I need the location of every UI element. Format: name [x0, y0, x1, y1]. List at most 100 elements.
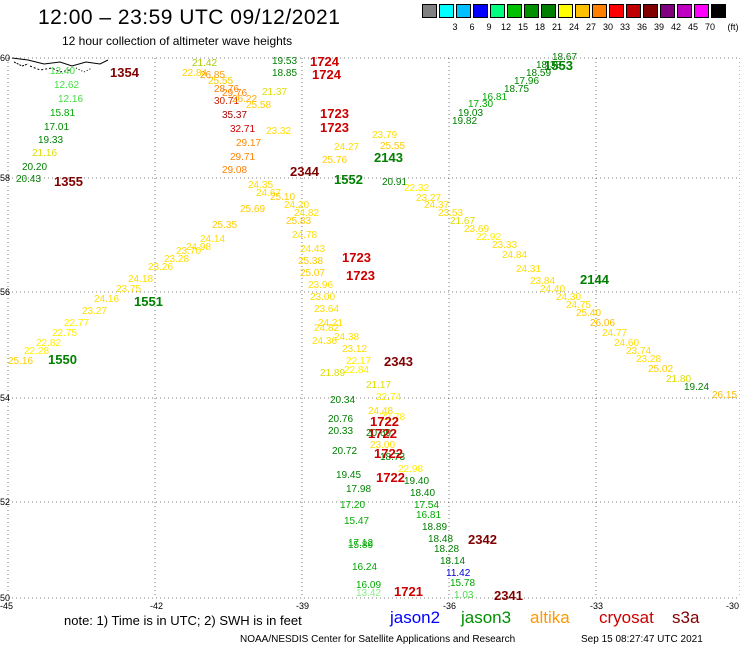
wave-height-value: 24.37	[424, 200, 449, 211]
wave-height-value: 23.84	[530, 276, 555, 287]
pass-time-label: 2144	[580, 272, 610, 287]
wave-height-value: 23.96	[308, 280, 333, 291]
wave-height-value: 25.10	[270, 192, 295, 203]
wave-height-value: 20.72	[332, 446, 357, 457]
wave-height-value: 24.30	[556, 292, 581, 303]
wave-height-value: 23.64	[314, 304, 339, 315]
colorbar-tick-label: 30	[602, 22, 613, 32]
wave-height-value: 22.32	[404, 183, 429, 194]
latitude-tick-label: 50	[0, 593, 10, 603]
wave-height-value: 29.08	[222, 165, 247, 176]
wave-height-value: 32.71	[230, 124, 255, 135]
axis-tick-labels: -45 -42 -39 -36 -33 -30 60 58 56 54 52 50	[0, 53, 739, 611]
colorbar-tick-label: 70	[704, 22, 715, 32]
coastline	[11, 57, 109, 73]
wave-height-value: 25.02	[648, 364, 673, 375]
wave-height-value: 21.80	[666, 374, 691, 385]
wave-height-value: 29.17	[236, 138, 261, 149]
wave-height-value: 21.37	[262, 87, 287, 98]
colorbar-swatch	[626, 4, 641, 18]
wave-height-value: 21.42	[192, 58, 217, 69]
colorbar-swatch	[711, 4, 726, 18]
wave-height-value: 24.20	[284, 200, 309, 211]
colorbar-swatch	[558, 4, 573, 18]
wave-height-value: 24.98	[186, 242, 211, 253]
map-subtitle: 12 hour collection of altimeter wave hei…	[62, 34, 293, 48]
wave-height-value: 24.35	[248, 180, 273, 191]
colorbar-swatch	[456, 4, 471, 18]
longitude-tick-label: -39	[296, 601, 309, 611]
pass-time-label: 1723	[320, 120, 349, 135]
pass-time-label: 1724	[312, 67, 342, 82]
satellite-legend-altika: altika	[530, 608, 570, 627]
wave-height-value: 20.76	[328, 414, 353, 425]
colorbar-tick-label: 18	[534, 22, 545, 32]
wave-height-value: 22.74	[376, 392, 401, 403]
colorbar-swatch	[473, 4, 488, 18]
wave-height-value: 20.34	[330, 395, 355, 406]
colorbar-tick-label: 39	[653, 22, 664, 32]
colorbar-swatch	[592, 4, 607, 18]
colorbar-swatch	[660, 4, 675, 18]
pass-time-label: 1722	[370, 414, 399, 429]
longitude-tick-label: -30	[726, 601, 739, 611]
wave-height-value: 24.43	[300, 244, 325, 255]
wave-height-value: 29.71	[230, 152, 255, 163]
pass-time-label: 1723	[342, 250, 371, 265]
wave-height-value: 15.89	[348, 540, 373, 551]
wave-height-value: 26.15	[712, 390, 737, 401]
wave-height-value: 17.20	[340, 500, 365, 511]
wave-height-value: 22.92	[476, 232, 501, 243]
wave-height-value: 24.84	[502, 250, 527, 261]
colorbar-tick-label: 42	[670, 22, 681, 32]
wave-height-value: 19.24	[684, 382, 709, 393]
pass-time-label: 2143	[374, 150, 403, 165]
colorbar-swatch	[490, 4, 505, 18]
wave-height-value: 23.00	[310, 292, 335, 303]
wave-height-value: 19.40	[404, 476, 429, 487]
longitude-tick-label: -42	[150, 601, 163, 611]
wave-height-value: 19.82	[452, 116, 477, 127]
wave-height-value: 16.81	[482, 92, 507, 103]
wave-height-value: 16.09	[356, 580, 381, 591]
latitude-tick-label: 54	[0, 393, 10, 403]
pass-time-label: 2341	[494, 588, 523, 603]
wave-height-value: 17.96	[514, 76, 539, 87]
colorbar-tick-label: 24	[568, 22, 579, 32]
wave-height-value: 22.17	[346, 356, 371, 367]
wave-height-value: 23.12	[342, 344, 367, 355]
wave-height-value: 22.84	[182, 68, 207, 79]
wave-height-value: 23.27	[416, 193, 441, 204]
colorbar-swatch	[575, 4, 590, 18]
wave-height-value: 26.22	[232, 94, 257, 105]
pass-time-label: 1551	[134, 294, 163, 309]
wave-height-value: 23.28	[636, 354, 661, 365]
colorbar-tick-label: 36	[636, 22, 647, 32]
longitude-tick-label: -36	[443, 601, 456, 611]
wave-height-value: 24.75	[566, 300, 591, 311]
colorbar-swatch	[439, 4, 454, 18]
colorbar-tick-label: 33	[619, 22, 630, 32]
wave-height-value: 25.38	[298, 256, 323, 267]
colorbar-swatch	[609, 4, 624, 18]
wave-height-value: 25.76	[322, 155, 347, 166]
wave-height-value: 17.30	[468, 99, 493, 110]
colorbar-swatch	[541, 4, 556, 18]
wave-height-value: 26.06	[590, 318, 615, 329]
map-note: note: 1) Time is in UTC; 2) SWH is in fe…	[64, 613, 302, 628]
wave-height-value: 20.91	[382, 177, 407, 188]
pass-time-label: 2344	[290, 164, 320, 179]
latitude-tick-label: 52	[0, 497, 10, 507]
wave-height-value: 22.78	[380, 412, 405, 423]
colorbar-tick-label: 9	[486, 22, 492, 32]
wave-height-value: 11.42	[446, 568, 471, 579]
latitude-tick-label: 58	[0, 173, 10, 183]
wave-height-value: 18.73	[380, 452, 405, 463]
wave-height-value: 18.48	[428, 534, 453, 545]
wave-height-value: 24.82	[294, 208, 319, 219]
wave-height-value: 25.69	[240, 204, 265, 215]
wave-height-value: 29.76	[222, 88, 247, 99]
wave-height-value: 25.40	[576, 308, 601, 319]
